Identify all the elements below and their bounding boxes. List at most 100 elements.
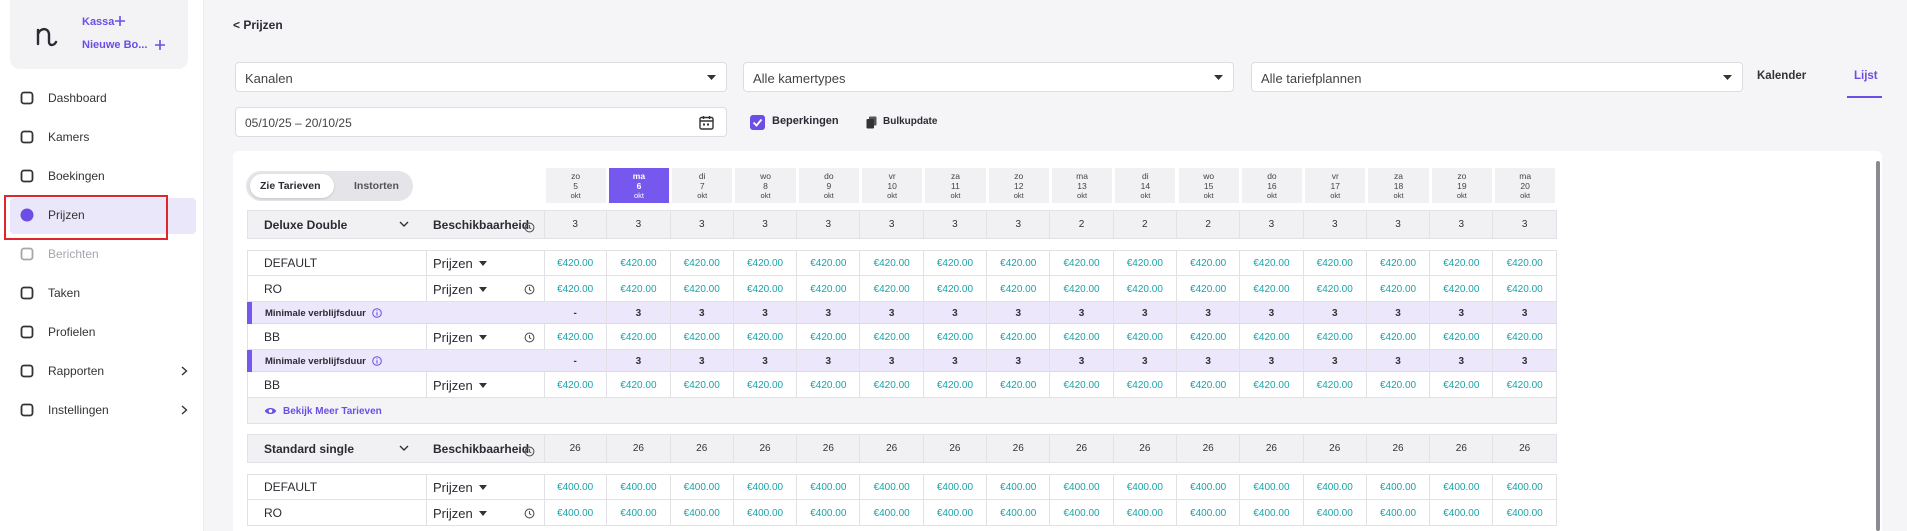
grid-cell[interactable]: 3 <box>1304 210 1367 239</box>
grid-cell[interactable]: €420.00 <box>1177 372 1241 398</box>
grid-cell[interactable]: €400.00 <box>1050 500 1114 526</box>
logo-link[interactable]: Nieuwe Bo... <box>82 39 148 51</box>
grid-cell[interactable]: 26 <box>607 434 671 463</box>
date-header[interactable] <box>545 168 606 203</box>
grid-cell[interactable]: €420.00 <box>1494 276 1557 302</box>
grid-cell[interactable]: €420.00 <box>671 372 734 398</box>
grid-cell[interactable]: 3 <box>861 350 924 372</box>
grid-cell[interactable]: 26 <box>1430 434 1494 463</box>
date-header[interactable] <box>798 168 859 203</box>
grid-cell[interactable]: 3 <box>861 302 924 324</box>
grid-cell[interactable]: €400.00 <box>797 500 861 526</box>
grid-cell[interactable]: €420.00 <box>797 324 861 350</box>
rate-selector[interactable]: Prijzen <box>433 506 473 521</box>
grid-cell[interactable]: €420.00 <box>924 276 988 302</box>
grid-cell[interactable]: €400.00 <box>734 500 798 526</box>
grid-cell[interactable]: 3 <box>987 350 1051 372</box>
info-icon[interactable] <box>372 308 382 318</box>
grid-cell[interactable]: €420.00 <box>544 372 608 398</box>
grid-cell[interactable]: €420.00 <box>734 372 798 398</box>
grid-cell[interactable]: 26 <box>544 434 608 463</box>
history-icon[interactable] <box>524 446 535 457</box>
grid-cell[interactable]: 3 <box>1430 302 1494 324</box>
grid-cell[interactable]: €420.00 <box>1367 372 1431 398</box>
nav-item[interactable]: Dashboard <box>48 91 107 105</box>
grid-cell[interactable]: €420.00 <box>734 324 798 350</box>
grid-cell[interactable]: 3 <box>924 350 988 372</box>
grid-cell[interactable]: 3 <box>1050 302 1114 324</box>
date-header[interactable] <box>608 168 670 203</box>
grid-cell[interactable]: €420.00 <box>987 250 1051 276</box>
grid-cell[interactable]: €420.00 <box>797 276 861 302</box>
grid-cell[interactable]: €420.00 <box>1177 250 1241 276</box>
channel-select[interactable]: Kanalen <box>235 62 727 92</box>
grid-cell[interactable]: 3 <box>607 210 671 239</box>
grid-cell[interactable]: 3 <box>987 210 1051 239</box>
collapse-chevron[interactable] <box>399 445 409 452</box>
grid-cell[interactable]: €400.00 <box>1177 500 1241 526</box>
grid-cell[interactable]: €420.00 <box>1304 250 1367 276</box>
grid-cell[interactable]: €420.00 <box>671 276 734 302</box>
grid-cell[interactable]: 3 <box>607 302 671 324</box>
grid-cell[interactable]: €400.00 <box>1114 474 1177 500</box>
history-icon[interactable] <box>524 332 535 343</box>
grid-cell[interactable]: €420.00 <box>1114 250 1177 276</box>
date-header[interactable] <box>1178 168 1239 203</box>
grid-cell[interactable]: €400.00 <box>1367 500 1431 526</box>
grid-cell[interactable]: €400.00 <box>1050 474 1114 500</box>
plus-icon[interactable] <box>154 39 166 51</box>
grid-cell[interactable]: €420.00 <box>924 250 988 276</box>
grid-cell[interactable]: 2 <box>1050 210 1114 239</box>
grid-cell[interactable]: 26 <box>861 434 924 463</box>
rate-selector[interactable]: Prijzen <box>433 282 473 297</box>
grid-cell[interactable]: €400.00 <box>861 500 924 526</box>
nav-item[interactable]: Kamers <box>48 130 90 144</box>
grid-cell[interactable]: €420.00 <box>1050 372 1114 398</box>
grid-cell[interactable]: 26 <box>1114 434 1177 463</box>
grid-cell[interactable]: 26 <box>1367 434 1431 463</box>
caret[interactable] <box>478 485 487 490</box>
grid-cell[interactable]: 26 <box>1304 434 1367 463</box>
grid-cell[interactable]: €400.00 <box>987 474 1051 500</box>
grid-cell[interactable]: €420.00 <box>797 250 861 276</box>
caret[interactable] <box>478 383 487 388</box>
grid-cell[interactable]: €420.00 <box>734 250 798 276</box>
grid-cell[interactable]: 26 <box>1494 434 1557 463</box>
grid-cell[interactable]: €400.00 <box>1430 474 1494 500</box>
room-name[interactable]: Deluxe Double <box>264 218 348 232</box>
chevron[interactable] <box>181 366 188 376</box>
grid-cell[interactable]: €400.00 <box>1494 500 1557 526</box>
date-header[interactable] <box>1305 168 1366 203</box>
grid-cell[interactable]: €420.00 <box>861 324 924 350</box>
history-icon[interactable] <box>524 508 535 519</box>
grid-cell[interactable]: €420.00 <box>1114 276 1177 302</box>
grid-cell[interactable]: €420.00 <box>1494 250 1557 276</box>
grid-cell[interactable]: €420.00 <box>1494 372 1557 398</box>
grid-cell[interactable]: 3 <box>734 302 798 324</box>
grid-cell[interactable]: €400.00 <box>671 500 734 526</box>
back-link[interactable]: < Prijzen <box>233 18 283 32</box>
grid-cell[interactable]: €420.00 <box>607 250 671 276</box>
room-name[interactable]: Standard single <box>264 442 355 456</box>
grid-cell[interactable]: €420.00 <box>1114 324 1177 350</box>
grid-cell[interactable]: 3 <box>1114 302 1177 324</box>
grid-cell[interactable]: €420.00 <box>1304 372 1367 398</box>
bulk-icon[interactable] <box>866 116 877 129</box>
grid-cell[interactable]: 3 <box>734 210 798 239</box>
date-header[interactable] <box>1241 168 1303 203</box>
grid-cell[interactable]: - <box>544 302 608 324</box>
grid-cell[interactable]: €420.00 <box>1240 250 1304 276</box>
toggle-option[interactable]: Instorten <box>354 180 399 192</box>
nav-item[interactable]: Prijzen <box>48 208 85 222</box>
grid-cell[interactable]: €420.00 <box>1430 250 1494 276</box>
info-icon[interactable] <box>372 356 382 366</box>
grid-cell[interactable]: 3 <box>607 350 671 372</box>
eye-icon[interactable] <box>264 406 277 416</box>
grid-cell[interactable]: 2 <box>1177 210 1241 239</box>
grid-cell[interactable]: €420.00 <box>1304 324 1367 350</box>
date-header[interactable] <box>988 168 1049 203</box>
collapse-chevron[interactable] <box>399 221 409 228</box>
grid-cell[interactable]: €420.00 <box>1177 324 1241 350</box>
grid-cell[interactable]: €400.00 <box>1304 500 1367 526</box>
grid-cell[interactable]: €420.00 <box>987 372 1051 398</box>
